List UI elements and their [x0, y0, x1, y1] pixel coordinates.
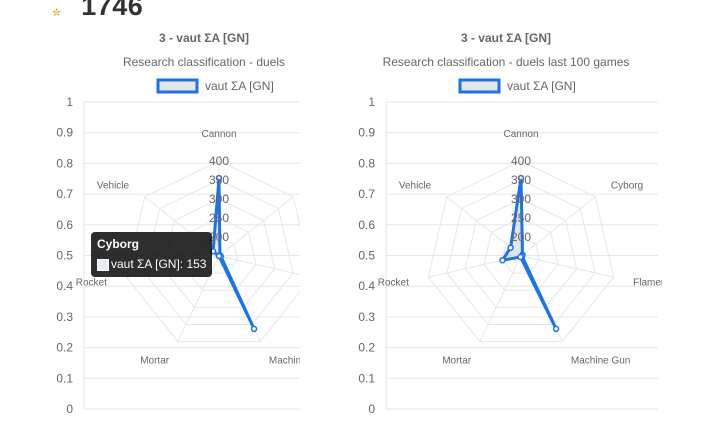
- y-tick-label: 0.5: [56, 249, 73, 263]
- data-point-machine-gun: [250, 325, 258, 333]
- y-tick-label: 0: [66, 402, 73, 416]
- y-tick-label: 0.3: [56, 310, 73, 324]
- rating-header: ✮ 1746: [52, 0, 144, 21]
- category-label-mortar: Mortar: [442, 356, 472, 367]
- category-label-cyborg: Cyborg: [611, 180, 643, 191]
- legend-label: vaut ΣA [GN]: [507, 79, 576, 93]
- radial-tick-label: 350: [511, 173, 531, 187]
- y-tick-label: 0.9: [358, 126, 375, 140]
- radar-grid-ring: [162, 198, 276, 308]
- radial-tick-label: 400: [209, 154, 229, 168]
- y-tick-label: 0.6: [358, 218, 375, 232]
- category-label-mortar: Mortar: [140, 356, 170, 367]
- y-tick-label: 0.8: [358, 156, 375, 170]
- y-tick-label: 0.5: [358, 249, 375, 263]
- category-label-vehicle: Vehicle: [97, 180, 130, 191]
- radar-chart-duels: 3 - vaut ΣA [GN] Research classification …: [56, 31, 300, 416]
- y-tick-label: 1: [368, 95, 375, 109]
- tooltip-swatch: [97, 259, 109, 271]
- chart-subtitle: Research classification - duels last 100…: [383, 55, 630, 69]
- category-label-vehicle: Vehicle: [399, 180, 432, 191]
- y-tick-label: 0.2: [56, 341, 73, 355]
- data-point-cannon: [517, 174, 525, 182]
- tooltip-label: vaut ΣA [GN]: 153: [111, 257, 207, 271]
- y-tick-label: 0.1: [56, 371, 73, 385]
- y-tick-label: 0.6: [56, 218, 73, 232]
- radar-grid-ring: [483, 217, 559, 291]
- radar-spoke: [218, 196, 294, 257]
- legend-swatch: [458, 78, 501, 94]
- radar-grid-ring: [125, 160, 300, 343]
- category-label-cannon: Cannon: [201, 129, 236, 140]
- radial-tick-label: 300: [511, 192, 531, 206]
- radial-tick-label: 300: [209, 192, 229, 206]
- data-point-machine-gun: [552, 325, 560, 333]
- radial-tick-label: 350: [209, 173, 229, 187]
- chart-title: 3 - vaut ΣA [GN]: [159, 31, 249, 45]
- radar-spoke: [177, 255, 220, 342]
- data-point-mortar: [517, 253, 524, 261]
- category-label-machine-gun: Machine Gun: [571, 356, 630, 367]
- legend-label: vaut ΣA [GN]: [205, 79, 274, 93]
- y-tick-label: 1: [66, 95, 73, 109]
- radial-tick-label: 250: [209, 211, 229, 225]
- tooltip-title: Cyborg: [97, 237, 139, 251]
- radar-grid-ring: [464, 198, 578, 308]
- rating-value: 1746: [81, 0, 144, 21]
- chart-tooltip: Cyborg vaut ΣA [GN]: 153: [91, 232, 212, 277]
- chart-subtitle: Research classification - duels: [123, 55, 285, 69]
- y-tick-label: 0.8: [56, 156, 73, 170]
- data-point-rocket: [215, 252, 223, 260]
- y-tick-label: 0.4: [56, 279, 73, 293]
- radar-spoke: [479, 255, 522, 342]
- radar-grid-ring: [427, 160, 615, 343]
- radar-spoke: [520, 255, 614, 278]
- radar-chart-duels-last-100: 3 - vaut ΣA [GN] Research classification …: [358, 31, 662, 416]
- radar-spoke: [218, 255, 300, 276]
- radar-grid-ring: [446, 179, 596, 325]
- y-tick-label: 0: [368, 402, 375, 416]
- category-label-rocket: Rocket: [378, 278, 409, 289]
- y-tick-label: 0.3: [358, 310, 375, 324]
- y-tick-label: 0.4: [358, 279, 375, 293]
- category-label-machine-gun: Machine Gun: [269, 356, 300, 367]
- radial-tick-label: 200: [209, 230, 229, 244]
- radar-grid-ring: [144, 179, 294, 325]
- y-tick-label: 0.2: [358, 341, 375, 355]
- legend-swatch: [156, 78, 199, 94]
- category-label-flamer: Flamer: [633, 278, 662, 289]
- radial-tick-label: 400: [511, 154, 531, 168]
- radar-grid-ring: [501, 236, 541, 274]
- radial-tick-label: 250: [511, 211, 531, 225]
- data-point-rocket: [499, 256, 506, 264]
- data-point-cannon: [215, 174, 223, 182]
- chart-title: 3 - vaut ΣA [GN]: [461, 31, 551, 45]
- y-tick-label: 0.1: [358, 371, 375, 385]
- category-label-rocket: Rocket: [76, 278, 107, 289]
- radial-tick-label: 200: [511, 230, 531, 244]
- data-point-vehicle: [507, 244, 514, 251]
- category-label-cannon: Cannon: [503, 129, 538, 140]
- y-tick-label: 0.7: [56, 187, 73, 201]
- y-tick-label: 0.9: [56, 126, 73, 140]
- star-icon: ✮: [52, 6, 62, 19]
- radar-spoke: [520, 196, 596, 257]
- y-tick-label: 0.7: [358, 187, 375, 201]
